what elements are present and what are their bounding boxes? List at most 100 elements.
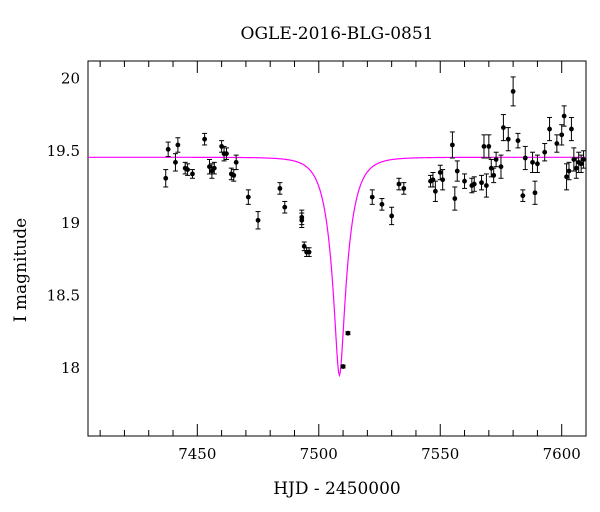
point-marker	[207, 164, 212, 170]
point-marker	[532, 190, 538, 196]
data-point	[345, 330, 351, 336]
data-point	[396, 177, 402, 191]
data-point	[211, 161, 217, 175]
point-marker	[501, 125, 506, 131]
point-marker	[554, 141, 560, 146]
data-point	[389, 206, 395, 226]
point-marker	[520, 193, 526, 199]
data-point	[510, 76, 516, 107]
data-point	[282, 200, 288, 214]
data-point	[185, 163, 191, 176]
data-point	[165, 141, 171, 158]
data-point	[481, 134, 487, 159]
point-marker	[277, 186, 283, 191]
y-tick-label: 19	[61, 214, 80, 232]
data-point	[522, 145, 528, 171]
data-point	[340, 364, 346, 369]
data-point	[542, 143, 548, 162]
point-marker	[498, 164, 504, 170]
point-marker	[481, 144, 487, 149]
point-marker	[569, 126, 574, 132]
point-marker	[224, 151, 229, 157]
point-marker	[547, 126, 552, 132]
data-point	[578, 154, 584, 173]
point-marker	[449, 142, 455, 148]
data-point	[172, 153, 178, 172]
point-marker	[401, 186, 407, 191]
x-tick-label: 7450	[178, 445, 216, 463]
data-point	[554, 134, 560, 153]
point-marker	[255, 217, 261, 223]
point-marker	[185, 167, 191, 172]
point-marker	[340, 364, 346, 369]
data-point	[486, 134, 492, 159]
point-marker	[175, 142, 181, 148]
y-axis-label: I magnitude	[11, 218, 31, 322]
y-tick-label: 18	[61, 359, 80, 377]
point-marker	[345, 330, 351, 336]
data-point	[532, 180, 538, 205]
data-point	[299, 209, 305, 226]
point-marker	[306, 249, 312, 255]
point-marker	[578, 161, 584, 167]
point-marker	[559, 132, 565, 138]
data-point	[189, 169, 195, 179]
data-point	[520, 189, 526, 202]
point-marker	[515, 138, 521, 144]
data-point	[564, 163, 570, 191]
point-marker	[510, 89, 516, 94]
data-point	[454, 160, 460, 182]
data-point	[233, 154, 239, 171]
data-point	[491, 167, 497, 184]
x-tick-label: 7600	[543, 445, 581, 463]
data-point	[493, 151, 499, 168]
point-marker	[564, 174, 569, 180]
data-point	[401, 182, 407, 195]
data-point	[440, 169, 446, 191]
data-point	[379, 198, 385, 211]
model-curve	[88, 156, 586, 378]
point-marker	[522, 155, 528, 161]
point-marker	[462, 178, 467, 184]
data-point	[498, 154, 504, 179]
data-point	[559, 124, 565, 146]
point-marker	[233, 159, 239, 165]
data-point	[500, 114, 506, 142]
y-tick-label: 20	[61, 69, 80, 87]
data-point	[471, 176, 477, 192]
point-marker	[479, 180, 484, 186]
x-tick-label: 7500	[300, 445, 338, 463]
data-point	[479, 174, 485, 191]
point-marker	[486, 144, 492, 149]
x-tick-label: 7550	[421, 445, 459, 463]
point-marker	[163, 175, 169, 181]
point-marker	[454, 168, 460, 174]
point-marker	[542, 149, 548, 155]
data-point	[530, 151, 536, 173]
point-marker	[432, 188, 438, 194]
data-point	[568, 116, 574, 142]
data-point	[437, 164, 443, 181]
data-point	[505, 127, 511, 152]
plot-frame	[87, 60, 587, 437]
data-point	[301, 241, 307, 252]
data-point	[432, 180, 438, 202]
point-marker	[211, 165, 217, 171]
point-marker	[493, 157, 499, 162]
data-point	[581, 150, 587, 169]
point-marker	[573, 165, 579, 171]
point-marker	[530, 159, 535, 165]
point-marker	[452, 196, 458, 201]
point-marker	[581, 157, 586, 162]
data-point	[277, 182, 283, 195]
data-point	[430, 171, 436, 188]
point-marker	[566, 168, 572, 174]
data-point	[175, 137, 181, 153]
data-point	[515, 132, 521, 149]
data-point	[255, 211, 261, 230]
data-point	[573, 157, 579, 179]
chart-title: OGLE-2016-BLG-0851	[241, 24, 434, 44]
point-marker	[389, 213, 395, 219]
point-marker	[202, 136, 208, 142]
